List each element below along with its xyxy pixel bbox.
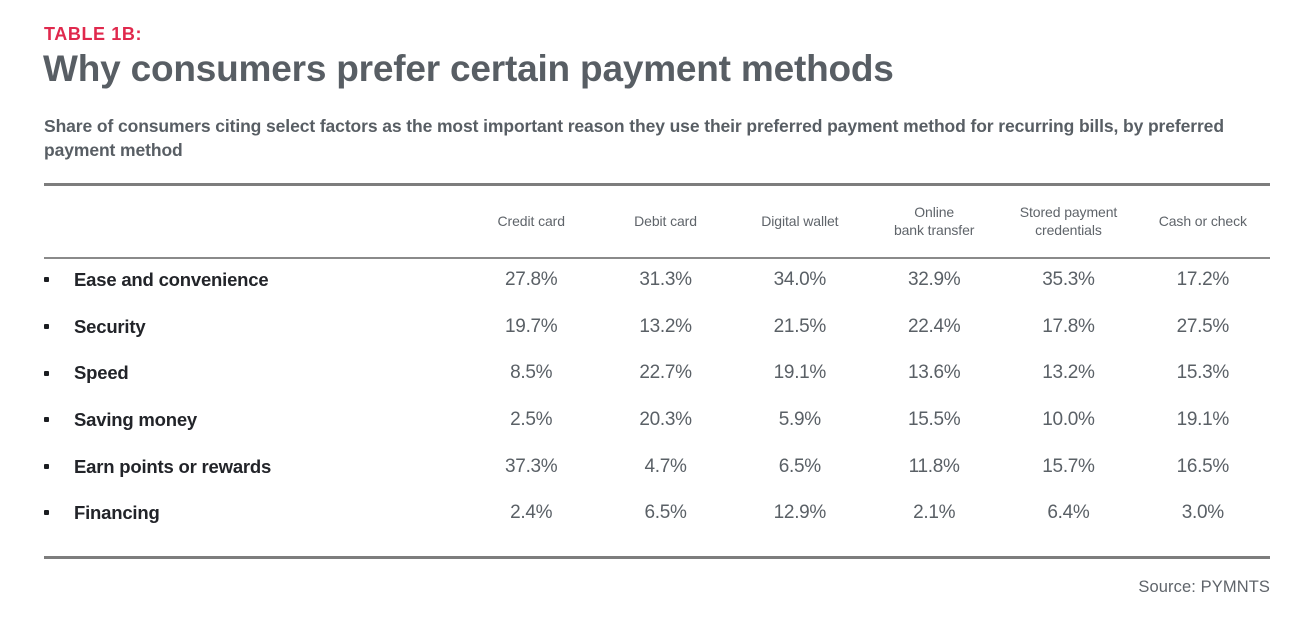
table-row: Speed 8.5% 22.7% 19.1% 13.6% 13.2% 15.3%: [44, 350, 1270, 397]
row-label-text: Saving money: [74, 409, 198, 431]
row-label-text: Security: [74, 315, 146, 337]
table-cell-value: 3.0%: [1181, 502, 1224, 524]
table-cell-value: 13.2%: [639, 315, 692, 337]
table-cell-value: 4.7%: [644, 455, 687, 477]
table-cell-value: 27.8%: [505, 269, 558, 291]
table-number-label: TABLE 1B:: [44, 24, 143, 44]
table-cell-value: 20.3%: [639, 409, 692, 431]
table-cell-value: 13.2%: [1042, 362, 1095, 384]
table-cell-value: 32.9%: [907, 269, 961, 291]
column-header-line: bank transfer: [893, 221, 975, 238]
row-label-cell: Financing: [44, 490, 464, 537]
bullet-icon: [44, 463, 49, 469]
column-header-cash-or-check: Cash or check: [1136, 186, 1270, 257]
table-row: Security 19.7% 13.2% 21.5% 22.4% 17.8% 27.5%: [44, 304, 1270, 351]
table-cell-value: 6.5%: [778, 455, 821, 477]
table-cell-value: 6.5%: [644, 502, 687, 524]
table-top-rule: [44, 183, 1270, 186]
row-label-cell: Speed: [44, 350, 464, 397]
table-cell-value: 5.9%: [778, 409, 821, 431]
table-cell-value: 27.5%: [1176, 315, 1230, 337]
column-header-debit-card: Debit card: [598, 186, 732, 257]
row-label-cell: Ease and convenience: [44, 257, 464, 304]
table-row: Earn points or rewards 37.3% 4.7% 6.5% 11.8%…: [44, 443, 1270, 490]
row-label-text: Financing: [74, 502, 160, 524]
row-label-text: Ease and convenience: [74, 269, 269, 291]
table-cell-value: 31.3%: [639, 269, 692, 291]
bullet-icon: [44, 277, 49, 283]
table-cell-value: 34.0%: [773, 269, 827, 291]
table-cell-value: 22.4%: [907, 315, 961, 337]
column-header-stored-payment-credentials: Stored payment credentials: [1001, 186, 1135, 257]
row-label-cell: Saving money: [44, 397, 464, 444]
column-header-digital-wallet: Digital wallet: [733, 186, 867, 257]
page-subtitle: Share of consumers citing select factors…: [44, 116, 1224, 160]
column-header-credit-card: Credit card: [464, 186, 598, 257]
page-title: Why consumers prefer certain payment met…: [43, 48, 894, 89]
table-header-rule: [44, 257, 1270, 259]
table-cell-value: 16.5%: [1176, 455, 1230, 477]
row-label-text: Speed: [74, 362, 129, 384]
table-bottom-rule: [44, 556, 1270, 559]
table-cell-value: 22.7%: [639, 362, 692, 384]
bullet-icon: [44, 510, 49, 516]
column-header-line: Stored payment: [1019, 204, 1118, 221]
table-cell-value: 6.4%: [1047, 502, 1090, 524]
table-body: Ease and convenience 27.8% 31.3% 34.0% 32.9%…: [44, 257, 1270, 537]
table-cell-value: 17.2%: [1176, 269, 1230, 291]
bullet-icon: [44, 417, 49, 423]
table-cell-value: 21.5%: [773, 315, 827, 337]
table-row: Saving money 2.5% 20.3% 5.9% 15.5% 10.0% 19.1%: [44, 397, 1270, 444]
table-cell-value: 35.3%: [1042, 269, 1095, 291]
column-header-label: [44, 186, 464, 257]
column-header-line: Debit card: [634, 212, 697, 229]
table-cell-value: 17.8%: [1042, 315, 1095, 337]
table-cell-value: 19.7%: [505, 315, 558, 337]
bullet-icon: [44, 370, 49, 376]
table-cell-value: 12.9%: [773, 502, 827, 524]
column-header-online-bank-transfer: Online bank transfer: [867, 186, 1001, 257]
column-header-line: credentials: [1035, 221, 1102, 238]
column-header-line: Online: [914, 204, 955, 221]
table-cell-value: 13.6%: [907, 362, 961, 384]
row-label-cell: Security: [44, 304, 464, 351]
table-cell-value: 19.1%: [773, 362, 827, 384]
row-label-cell: Earn points or rewards: [44, 443, 464, 490]
table-header-row: Credit card Debit card Digital wallet On…: [44, 186, 1270, 257]
table-row: Financing 2.4% 6.5% 12.9% 2.1% 6.4% 3.0%: [44, 490, 1270, 537]
table-cell-value: 10.0%: [1042, 409, 1095, 431]
data-table: Credit card Debit card Digital wallet On…: [44, 186, 1270, 537]
table-cell-value: 15.5%: [907, 409, 961, 431]
table-cell-value: 15.3%: [1176, 362, 1230, 384]
table-cell-value: 2.4%: [510, 502, 553, 524]
bullet-icon: [44, 324, 49, 329]
table-head: Credit card Debit card Digital wallet On…: [44, 186, 1270, 257]
table-cell-value: 2.1%: [913, 502, 956, 524]
table-cell-value: 2.5%: [510, 409, 553, 431]
table-cell-value: 8.5%: [510, 362, 553, 384]
column-header-line: Cash or check: [1158, 212, 1247, 229]
table-cell-value: 19.1%: [1176, 409, 1230, 431]
column-header-line: Credit card: [497, 212, 565, 229]
table-cell-value: 37.3%: [505, 455, 558, 477]
table-cell-value: 15.7%: [1042, 455, 1095, 477]
column-header-line: Digital wallet: [761, 212, 839, 229]
table-cell-value: 11.8%: [908, 455, 960, 477]
source-note: Source: PYMNTS: [1138, 578, 1270, 596]
row-label-text: Earn points or rewards: [74, 455, 272, 477]
table-row: Ease and convenience 27.8% 31.3% 34.0% 32.9%…: [44, 257, 1270, 304]
